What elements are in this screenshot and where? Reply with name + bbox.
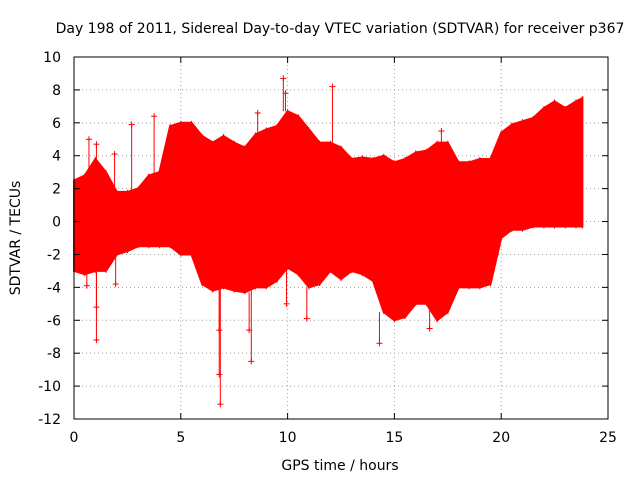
data-point (280, 75, 287, 82)
data-point (93, 337, 100, 344)
data-point (216, 371, 223, 378)
y-axis-label: SDTVAR / TECUs (8, 181, 24, 296)
data-point (303, 315, 310, 322)
data-point (436, 309, 443, 316)
y-tick-label: 0 (52, 215, 61, 231)
x-axis-label: GPS time / hours (281, 458, 398, 474)
y-tick-label: -10 (38, 379, 61, 395)
y-tick-label: -6 (47, 313, 61, 329)
data-point (151, 113, 158, 120)
data-point (376, 340, 383, 347)
data-series-sdtvar (73, 75, 584, 408)
axis-ticks: 0 5 10 15 20 25 -12 -10 -8 -6 -4 -2 0 2 4 6 8 10 (38, 50, 617, 446)
data-point (558, 113, 565, 120)
y-tick-label: -12 (38, 412, 61, 428)
y-tick-label: -2 (47, 247, 61, 263)
x-tick-label: 25 (599, 430, 617, 446)
x-tick-label: 0 (70, 430, 79, 446)
data-point (254, 109, 261, 116)
x-tick-label: 15 (385, 430, 403, 446)
data-point (426, 325, 433, 332)
data-point (85, 136, 92, 143)
y-tick-label: 10 (43, 50, 61, 66)
data-point (438, 128, 445, 135)
data-point (283, 300, 290, 307)
y-tick-label: 6 (52, 116, 61, 132)
data-point (83, 282, 90, 289)
y-tick-label: 8 (52, 83, 61, 99)
x-tick-label: 20 (492, 430, 510, 446)
y-tick-label: 2 (52, 182, 61, 198)
data-point (318, 165, 325, 172)
x-tick-label: 10 (279, 430, 297, 446)
y-tick-label: 4 (52, 149, 61, 165)
y-tick-label: -4 (47, 280, 61, 296)
plot-frame (73, 56, 609, 420)
chart-title: Day 198 of 2011, Sidereal Day-to-day VTE… (56, 21, 625, 37)
y-tick-label: -8 (47, 346, 61, 362)
data-point (112, 281, 119, 288)
x-tick-label: 5 (176, 430, 185, 446)
data-point (93, 141, 100, 148)
data-point (128, 121, 135, 128)
data-point (329, 83, 336, 90)
data-point (248, 358, 255, 365)
data-point (111, 151, 118, 158)
data-point (217, 401, 224, 408)
data-point (282, 90, 289, 97)
